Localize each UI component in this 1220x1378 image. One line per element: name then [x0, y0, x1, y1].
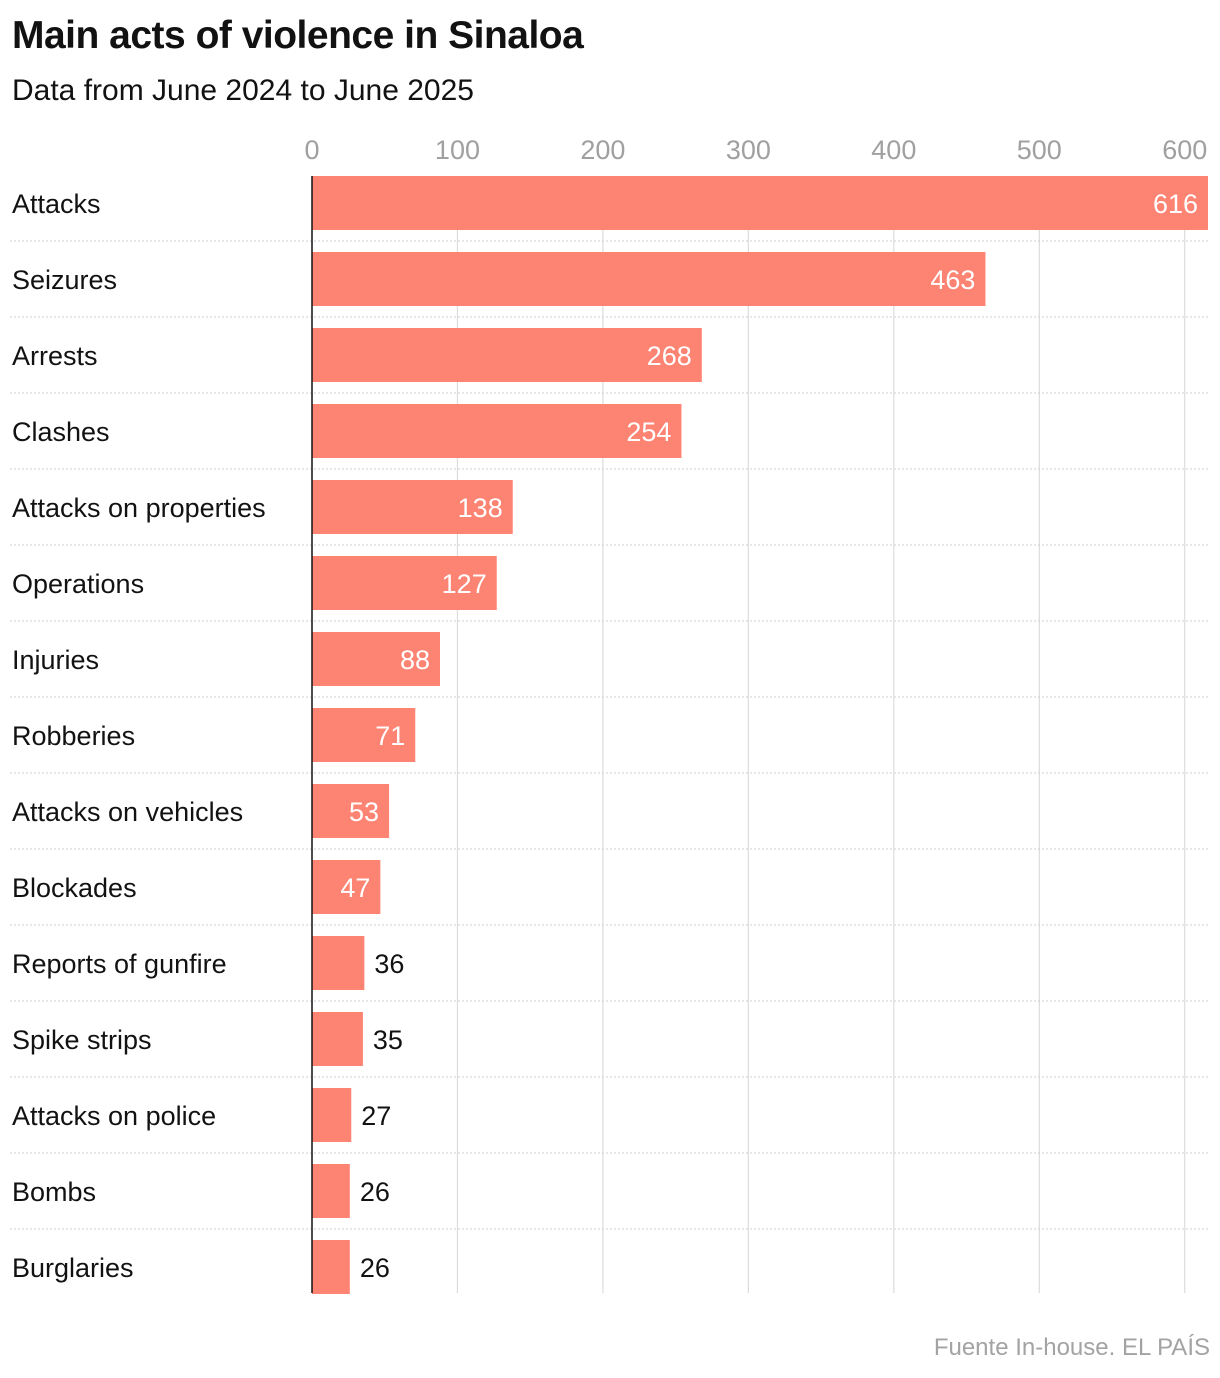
category-label: Attacks on vehicles	[12, 797, 243, 827]
category-label: Attacks on properties	[12, 493, 266, 523]
category-labels: Attacks Seizures Arrests Clashes Attacks on …	[12, 189, 266, 1283]
category-label: Spike strips	[12, 1025, 152, 1055]
category-label: Blockades	[12, 873, 137, 903]
bar-attacks	[312, 176, 1208, 230]
category-label: Operations	[12, 569, 144, 599]
x-tick-label: 300	[726, 135, 771, 165]
value-label: 35	[373, 1025, 403, 1055]
value-label: 26	[360, 1253, 390, 1283]
x-tick-label: 400	[871, 135, 916, 165]
bar-burglaries	[312, 1240, 350, 1294]
bar-chart: 0 100 200 300 400 500 600 Attacks Seizures Arres…	[10, 135, 1208, 1294]
bar-attacks-on-police	[312, 1088, 352, 1142]
value-label: 254	[626, 417, 671, 447]
x-tick-label: 200	[580, 135, 625, 165]
chart-title: Main acts of violence in Sinaloa	[12, 14, 584, 57]
category-label: Injuries	[12, 645, 99, 675]
category-label: Seizures	[12, 265, 117, 295]
value-label: 71	[375, 721, 405, 751]
value-label: 27	[361, 1101, 391, 1131]
x-tick-label: 100	[435, 135, 480, 165]
value-label: 26	[360, 1177, 390, 1207]
value-label: 616	[1153, 189, 1198, 219]
category-label: Robberies	[12, 721, 135, 751]
category-label: Attacks on police	[12, 1101, 216, 1131]
source-note: Fuente In-house. EL PAÍS	[933, 1334, 1210, 1361]
bar-attacks-on-vehicles	[312, 784, 390, 838]
x-tick-label: 500	[1017, 135, 1062, 165]
category-label: Clashes	[12, 417, 110, 447]
bars	[312, 176, 1208, 1294]
chart-subtitle: Data from June 2024 to June 2025	[12, 74, 474, 107]
bar-robberies	[312, 708, 416, 762]
category-label: Reports of gunfire	[12, 949, 227, 979]
value-labels: 616 463 268 254 138 127 88 71 53 47 36 35 27 26 26	[340, 189, 1198, 1283]
value-label: 463	[930, 265, 975, 295]
value-label: 127	[442, 569, 487, 599]
value-label: 138	[458, 493, 503, 523]
value-label: 53	[349, 797, 379, 827]
value-label: 36	[374, 949, 404, 979]
category-label: Burglaries	[12, 1253, 134, 1283]
category-label: Bombs	[12, 1177, 96, 1207]
bar-arrests	[312, 328, 702, 382]
bar-seizures	[312, 252, 986, 306]
bar-clashes	[312, 404, 682, 458]
x-tick-label: 600	[1162, 135, 1207, 165]
bar-bombs	[312, 1164, 350, 1218]
category-label: Arrests	[12, 341, 98, 371]
bar-blockades	[312, 860, 381, 914]
value-label: 88	[400, 645, 430, 675]
row-separators	[10, 240, 1208, 1230]
value-label: 47	[340, 873, 370, 903]
category-label: Attacks	[12, 189, 101, 219]
bar-spike-strips	[312, 1012, 363, 1066]
bar-injuries	[312, 632, 440, 686]
value-label: 268	[647, 341, 692, 371]
bar-operations	[312, 556, 497, 610]
bar-reports-of-gunfire	[312, 936, 365, 990]
bar-attacks-on-properties	[312, 480, 513, 534]
x-axis-ticks: 0 100 200 300 400 500 600	[304, 135, 1207, 165]
x-tick-label: 0	[304, 135, 319, 165]
